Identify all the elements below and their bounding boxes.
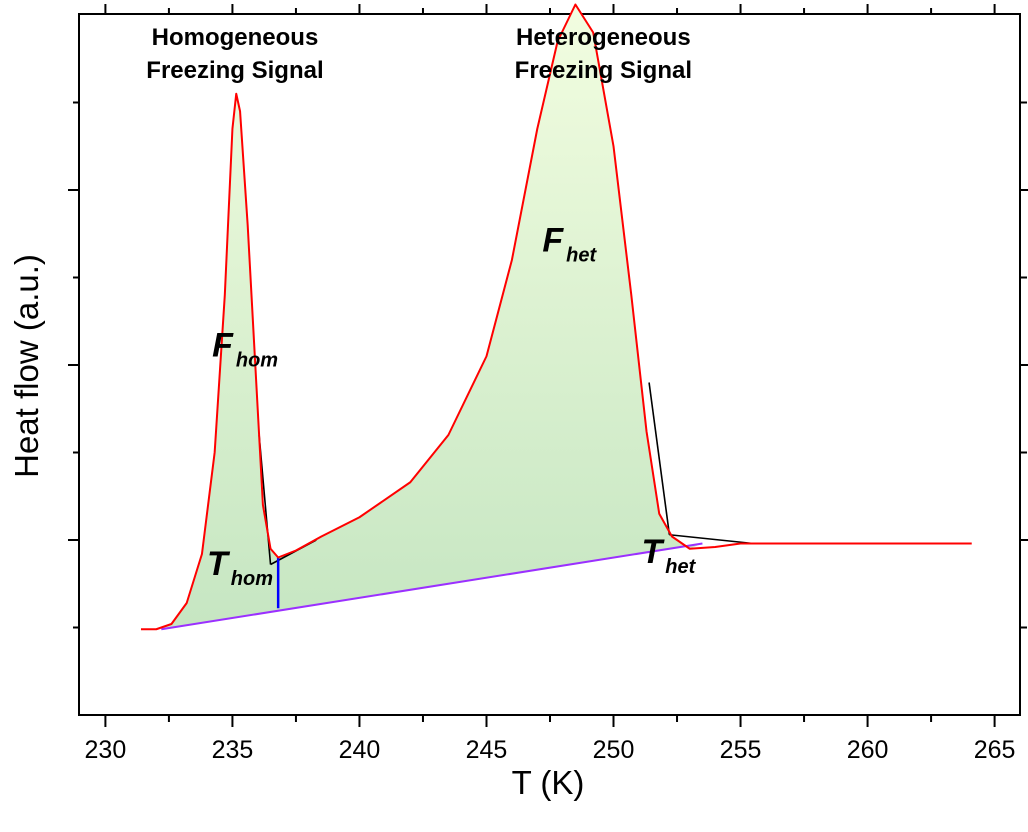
x-tick-label: 240 <box>339 736 381 764</box>
tangent-line <box>648 382 671 535</box>
x-tick-label: 230 <box>85 736 127 764</box>
freezing-area-fill <box>161 4 703 630</box>
peak-area-fills <box>161 4 703 630</box>
x-axis-title: T (K) <box>512 764 585 801</box>
x-tick-label: 260 <box>847 736 889 764</box>
annotation-label: Freezing Signal <box>146 57 323 84</box>
annotation-subscript: het <box>665 556 696 578</box>
annotation-subscript: het <box>566 244 597 266</box>
heat-flow-curve <box>140 3 972 631</box>
annotation-subscript: hom <box>236 349 278 371</box>
x-tick-label: 245 <box>466 736 508 764</box>
label-layer: Homogeneous Freezing Signal Heterogeneous F… <box>146 24 696 590</box>
x-tick-label: 235 <box>212 736 254 764</box>
baseline-line <box>161 542 703 631</box>
x-tick-label: 255 <box>720 736 762 764</box>
annotation-subscript: hom <box>231 568 273 590</box>
x-tick-label: 250 <box>593 736 635 764</box>
tangent-line <box>669 533 754 545</box>
x-tick-label: 265 <box>974 736 1016 764</box>
axis-ticks: 230 235 240 245 250 255 260 265 <box>68 4 1028 764</box>
annotation-label: Heterogeneous <box>516 24 691 51</box>
y-axis-title: Heat flow (a.u.) <box>8 254 45 478</box>
curve-layer <box>140 3 972 631</box>
annotation-label: Homogeneous <box>152 24 319 51</box>
annotation-label: Freezing Signal <box>515 57 692 84</box>
